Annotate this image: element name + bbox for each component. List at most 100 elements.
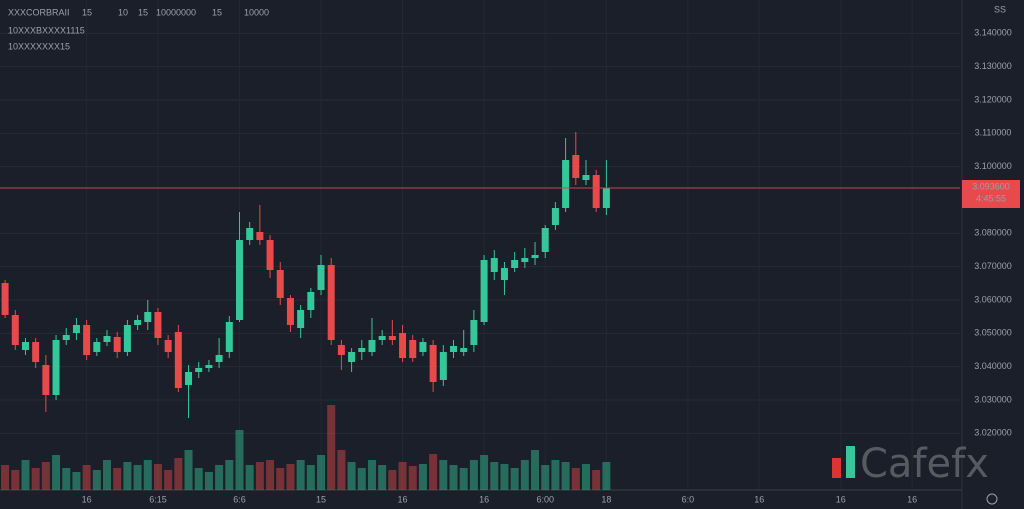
x-tick-label: 18 [601,494,611,504]
candle-body [11,315,19,345]
candle-body [429,345,437,382]
subtitle: 10XXXBXXXX1115 [8,25,85,35]
candle-body [72,325,80,333]
candle-body [93,342,101,352]
candle-body [307,292,315,310]
volume-bar [235,430,244,490]
volume-bar [317,455,326,490]
settings-icon[interactable]: SS [994,4,1006,14]
x-tick-label: 16 [82,494,92,504]
candle-body [286,298,294,325]
header-value: 10000 [244,7,269,17]
countdown: 4:45:55 [976,193,1006,203]
volume-bar [418,464,427,490]
candle-body [235,240,243,320]
x-tick-label: 16 [836,494,846,504]
y-tick-label: 3.040000 [974,361,1012,371]
candle-body [511,260,519,268]
volume-bar [327,405,336,490]
logo-candle [846,446,855,478]
volume-bar [143,460,152,490]
volume-bar [357,468,366,490]
candle-body [388,336,396,340]
header-value: 15 [212,7,222,17]
x-tick-label: 6:6 [233,494,246,504]
volume-bar [31,468,40,490]
candle-body [266,240,274,270]
volume-bar [398,462,407,490]
volume-bar [490,462,499,490]
candle-body [439,352,447,380]
y-tick-label: 3.100000 [974,161,1012,171]
y-tick-label: 3.130000 [974,61,1012,71]
volume-bar [164,470,173,490]
candle-body [103,336,111,342]
volume-bar [1,465,10,490]
candle-body [470,320,478,345]
candle-body [195,368,203,372]
candle-body [297,310,305,328]
volume-bar [388,470,397,490]
candle-body [144,312,152,322]
candle-body [225,322,233,352]
y-tick-label: 3.060000 [974,294,1012,304]
candle-body [592,175,600,208]
volume-bar [347,462,356,490]
candle-body [123,325,131,352]
volume-bar [245,465,254,490]
y-tick-label: 3.070000 [974,261,1012,271]
volume-bar [510,468,519,490]
volume-bar [531,450,540,490]
reset-button[interactable] [986,493,998,505]
volume-bar [541,465,550,490]
x-tick-label: 16 [754,494,764,504]
x-tick-label: 6:00 [536,494,554,504]
candle-body [246,228,254,240]
volume-bar [21,460,30,490]
candle-body [378,336,386,340]
candle-body [134,320,142,325]
candle-body [368,340,376,352]
volume-bar [571,468,580,490]
watermark: Cafefx [860,441,989,487]
header-value: 10000000 [156,7,196,17]
symbol-title: XXXCORBRAII [8,7,70,17]
volume-bar [561,462,570,490]
volume-bar [581,464,590,490]
candle-body [562,160,570,208]
volume-bar [500,464,509,490]
volume-bar [103,460,112,490]
last-price-label: 3.093600 [972,181,1010,191]
candle-body [409,340,417,358]
volume-bar [184,450,193,490]
volume-bar [255,462,264,490]
y-tick-label: 3.120000 [974,94,1012,104]
volume-bar [113,468,122,490]
y-tick-label: 3.140000 [974,28,1012,38]
candle-body [154,312,162,338]
volume-bar [41,462,50,490]
x-tick-label: 6:0 [682,494,695,504]
candle-body [531,255,539,258]
candle-body [358,348,366,352]
candle-body [337,345,345,355]
candle-body [62,335,70,340]
y-tick-label: 3.080000 [974,228,1012,238]
volume-bar [62,468,71,490]
candle-body [256,232,264,240]
volume-bar [52,455,61,490]
x-tick-label: 6:15 [149,494,167,504]
volume-bar [215,465,224,490]
volume-bar [194,468,203,490]
candle-body [348,352,356,362]
y-tick-label: 3.020000 [974,428,1012,438]
candle-body [572,155,580,178]
volume-bar [92,470,101,490]
candle-body [185,372,193,385]
candle-body [551,208,559,225]
volume-bar [439,460,448,490]
candle-body [83,325,91,355]
candle-body [174,332,182,388]
